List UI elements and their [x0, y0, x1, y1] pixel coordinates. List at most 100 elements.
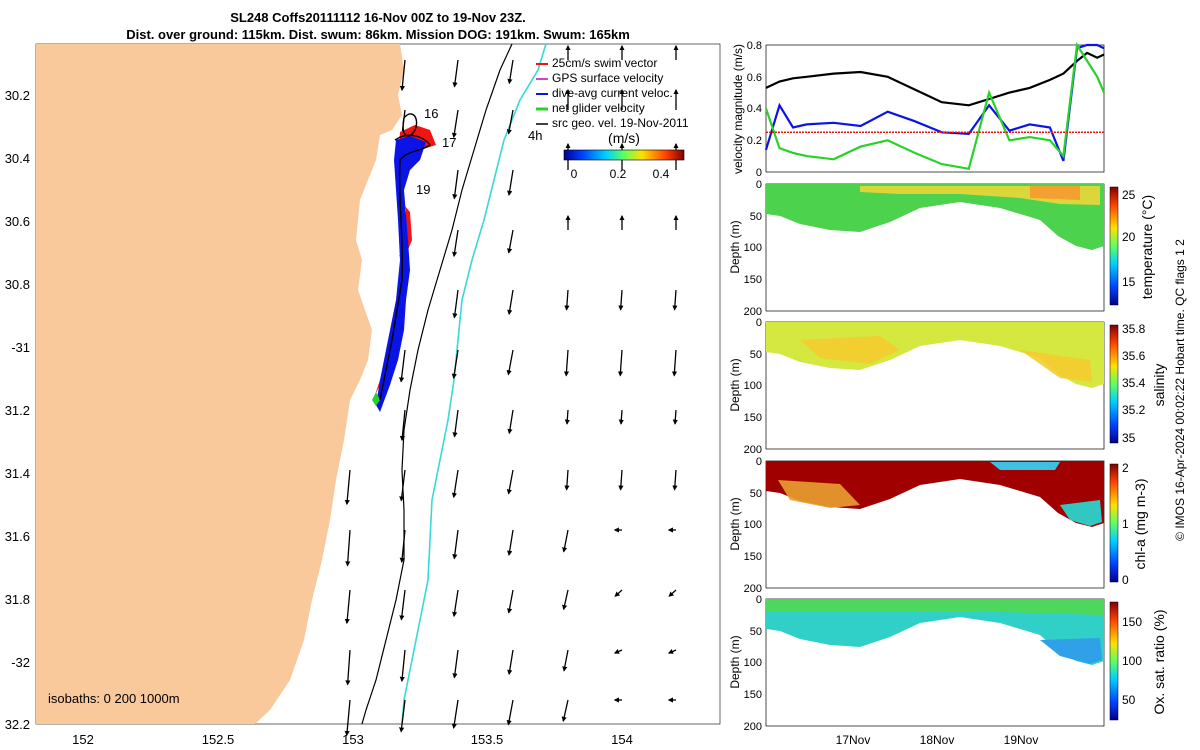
current-vector-arrow — [452, 529, 459, 560]
velocity-series — [764, 41, 1106, 171]
current-vector-arrow — [345, 529, 351, 567]
current-vector-arrow — [672, 409, 678, 425]
current-vector-arrow — [672, 289, 678, 311]
isobath-label: isobaths: 0 200 1000m — [48, 691, 180, 706]
temperature-ylabel: Depth (m) — [728, 220, 742, 273]
current-vector-arrow — [562, 529, 569, 553]
map-colorbar-tick: 0 — [571, 167, 578, 181]
chla-c-tick: 1 — [1122, 517, 1129, 531]
map-y-tick: 31.2 — [5, 403, 30, 418]
legend-swim-vector: 25cm/s swim vector — [552, 56, 657, 70]
current-vector-arrow — [344, 469, 351, 506]
map-y-ticks: 30.2 30.4 30.6 30.8 -31 31.2 31.4 31.6 3… — [5, 88, 30, 732]
salinity-colorbar — [1109, 324, 1119, 444]
map-y-tick: 31.6 — [5, 529, 30, 544]
oxygen-colorbar — [1109, 601, 1119, 721]
salinity-c-tick: 35.4 — [1122, 376, 1146, 390]
temperature-y-tick: 200 — [744, 306, 762, 318]
chla-y-tick: 150 — [744, 551, 762, 563]
temperature-colorbar — [1109, 186, 1119, 306]
legend-dive-avg: dive-avg current veloc. — [552, 86, 673, 100]
current-vector-arrow — [399, 649, 406, 683]
map-y-tick: 32.2 — [5, 717, 30, 732]
current-vector-arrow — [507, 59, 514, 85]
chla-section — [766, 461, 1104, 527]
map-y-tick: 31.4 — [5, 466, 30, 481]
current-vector-arrow — [452, 409, 459, 438]
map-x-tick: 152 — [72, 732, 94, 747]
current-vector-arrow — [506, 699, 514, 726]
salinity-panel: Depth (m) salinity 0 50 100 150 200 35.8… — [728, 317, 1167, 456]
temperature-y-tick: 100 — [744, 242, 762, 254]
current-vector-arrow — [506, 109, 514, 135]
velocity-panel: velocity magnitude (m/s) 0 0.2 0.4 0.6 0… — [731, 40, 1106, 179]
velocity-axes — [765, 44, 1105, 173]
chla-low-patch — [1060, 500, 1102, 526]
temperature-c-tick: 15 — [1122, 275, 1136, 289]
salinity-c-tick: 35.8 — [1122, 322, 1146, 336]
current-vector-arrow — [671, 349, 678, 377]
oxygen-clabel: Ox. sat. ratio (%) — [1151, 609, 1167, 714]
current-vector-arrow — [506, 349, 514, 376]
glider-track-black-outline — [379, 134, 431, 401]
day-label-19: 19 — [416, 182, 430, 197]
current-vector-arrow — [506, 469, 514, 495]
current-vector-arrow — [507, 229, 514, 254]
chla-mid-patch — [778, 480, 860, 508]
velocity-series-line — [764, 41, 1106, 171]
current-vector-arrow — [617, 349, 624, 377]
current-vector-arrow — [344, 699, 351, 737]
map-y-tick: 31.8 — [5, 592, 30, 607]
salinity-c-tick: 35 — [1122, 431, 1136, 445]
day-label-17: 17 — [442, 135, 456, 150]
side-credit: © IMOS 16-Apr-2024 00:02:22 Hobart time.… — [1173, 239, 1187, 541]
map-panel: 16 17 19 25cm/s swim vector GPS surface … — [5, 43, 721, 747]
temperature-c-tick: 20 — [1122, 230, 1136, 244]
velocity-ylabel: velocity magnitude (m/s) — [731, 44, 745, 174]
map-colorbar-title: (m/s) — [608, 130, 640, 146]
oxygen-panel: Depth (m) Ox. sat. ratio (%) 0 50 100 15… — [728, 594, 1167, 747]
map-y-tick: 30.2 — [5, 88, 30, 103]
temperature-section — [766, 184, 1104, 250]
time-x-tick: 19Nov — [1004, 733, 1039, 747]
current-vector-arrow — [399, 349, 406, 383]
temperature-hot-spot — [1030, 186, 1080, 200]
chla-c-tick: 2 — [1122, 461, 1129, 475]
chla-y-tick: 50 — [750, 488, 762, 500]
chla-y-tick: 200 — [744, 583, 762, 595]
oxygen-ylabel: Depth (m) — [728, 635, 742, 688]
chla-y-tick: 0 — [756, 456, 762, 468]
temperature-c-tick: 25 — [1122, 188, 1136, 202]
current-vector-arrow — [399, 699, 406, 733]
salinity-high-core-east — [1020, 350, 1092, 382]
figure-title-line2: Dist. over ground: 115km. Dist. swum: 86… — [126, 27, 630, 42]
current-vector-arrow — [507, 589, 514, 614]
temperature-panel: Depth (m) temperature (°C) 0 50 100 150 … — [728, 179, 1155, 318]
map-x-ticks: 152 152.5 153 153.5 154 — [72, 732, 633, 747]
current-vector-arrow — [451, 109, 459, 139]
map-y-tick: -32 — [11, 655, 30, 670]
salinity-c-tick: 35.2 — [1122, 403, 1146, 417]
oxygen-y-tick: 200 — [744, 721, 762, 733]
current-vector-arrow — [345, 649, 351, 686]
current-vector-arrow — [563, 349, 570, 377]
current-vector-arrow — [507, 409, 514, 435]
map-y-tick: -31 — [11, 340, 30, 355]
cyan-isobath-1000m — [401, 43, 547, 725]
current-vector-arrow — [507, 289, 514, 316]
current-vector-arrow — [452, 589, 459, 618]
time-label: 4h — [528, 128, 542, 143]
current-vector-arrow — [452, 229, 459, 258]
figure-title-line1: SL248 Coffs20111112 16-Nov 00Z to 19-Nov… — [230, 10, 526, 25]
land-mass — [36, 44, 404, 724]
chla-colorbar — [1109, 463, 1119, 583]
glider-start-loop — [402, 113, 418, 137]
glider-track-green — [372, 392, 380, 406]
legend-gps-velocity: GPS surface velocity — [552, 71, 663, 85]
current-vector-arrow — [667, 649, 677, 654]
velocity-y-tick: 0.6 — [747, 72, 762, 84]
current-vector-arrow — [564, 289, 570, 311]
map-x-tick: 152.5 — [202, 732, 235, 747]
salinity-high-core — [800, 336, 900, 364]
